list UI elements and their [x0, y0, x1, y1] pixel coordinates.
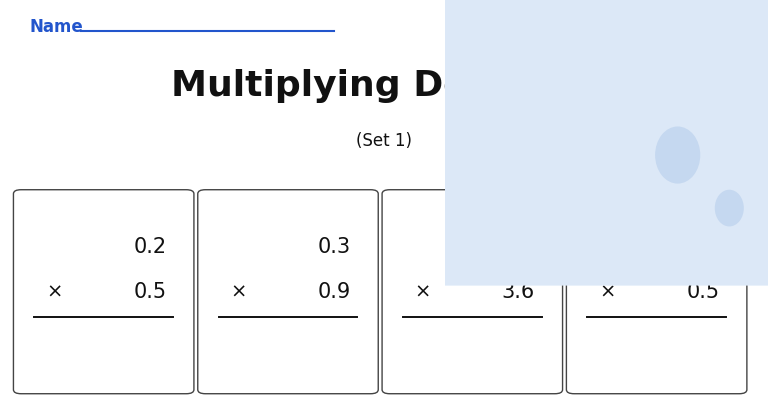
Circle shape	[715, 190, 743, 226]
FancyBboxPatch shape	[349, 0, 768, 286]
Text: Multiplying Decimals: Multiplying Decimals	[170, 69, 598, 103]
Text: 0.5: 0.5	[687, 282, 720, 302]
Text: 3.6: 3.6	[502, 282, 535, 302]
Text: ×: ×	[599, 282, 615, 301]
Text: 0.3: 0.3	[318, 237, 351, 257]
Text: ×: ×	[230, 282, 247, 301]
FancyBboxPatch shape	[197, 190, 378, 394]
FancyBboxPatch shape	[382, 190, 562, 394]
Text: (Set 1): (Set 1)	[356, 132, 412, 150]
Text: Name: Name	[29, 18, 83, 35]
Circle shape	[655, 126, 700, 184]
Text: 4.8: 4.8	[502, 237, 535, 257]
Text: Math: Math	[564, 16, 636, 37]
Text: ×: ×	[415, 282, 431, 301]
Text: 0.9: 0.9	[317, 282, 351, 302]
Text: 0.6: 0.6	[686, 237, 720, 257]
Text: uery: uery	[637, 16, 694, 37]
FancyBboxPatch shape	[14, 190, 194, 394]
Text: 0.5: 0.5	[134, 282, 167, 302]
Text: Q: Q	[615, 20, 626, 33]
Text: 0.2: 0.2	[134, 237, 167, 257]
FancyBboxPatch shape	[566, 190, 746, 394]
Circle shape	[604, 18, 637, 35]
Text: ×: ×	[46, 282, 62, 301]
